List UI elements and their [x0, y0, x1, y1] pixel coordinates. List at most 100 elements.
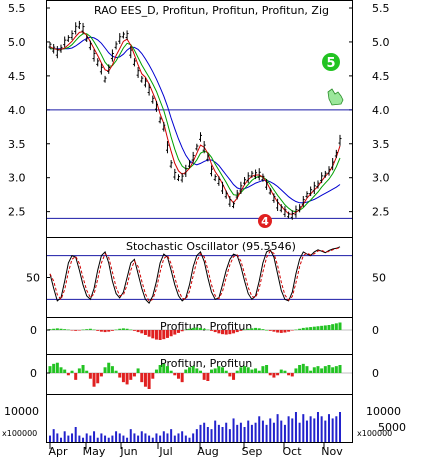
volume-bar — [254, 422, 257, 442]
profitun1-bar — [107, 330, 111, 332]
profitun1-bar — [176, 330, 180, 333]
profitun1-bar — [331, 324, 335, 330]
profitun2-bar — [70, 370, 74, 373]
profitun2-bar — [287, 373, 291, 376]
volume-bar — [144, 433, 147, 442]
profitun1-bar — [279, 330, 283, 333]
volume-bar — [82, 437, 85, 442]
volume-tick-label-right-2: 5000 — [378, 421, 406, 434]
profitun2-bar — [232, 373, 236, 380]
profitun1-bar — [265, 330, 269, 331]
volume-bar — [217, 424, 220, 442]
volume-bar — [203, 422, 206, 442]
profitun1-bar — [210, 330, 214, 331]
price-tick-label-right: 4.0 — [372, 104, 390, 117]
profitun2-bar — [228, 373, 232, 377]
profitun1-bar — [254, 327, 258, 330]
volume-bar — [309, 416, 312, 442]
profitun2-bar — [180, 373, 184, 383]
profitun1-bar — [158, 330, 162, 340]
profitun2-bar — [202, 373, 206, 380]
profitun2-title: Profitun, Profitun — [160, 357, 252, 370]
price-tick-label-right: 3.5 — [372, 138, 390, 151]
price-tick-label-right: 5.0 — [372, 36, 390, 49]
profitun2-bar — [195, 368, 199, 373]
price-tick-label-right: 5.5 — [372, 2, 390, 15]
profitun1-bar — [187, 328, 191, 330]
volume-bar — [133, 433, 136, 442]
profitun2-bar — [151, 373, 155, 379]
volume-bar — [276, 414, 279, 442]
price-tick-label-left: 5.0 — [8, 36, 26, 49]
profitun2-bar — [254, 368, 258, 373]
profitun1-bar — [290, 330, 294, 331]
profitun1-bar — [70, 330, 74, 331]
profitun1-bar — [334, 323, 338, 330]
profitun1-bar — [239, 330, 243, 331]
profitun2-bar — [77, 368, 81, 373]
profitun1-bar — [114, 329, 118, 331]
price-tick-label-left: 4.0 — [8, 104, 26, 117]
profitun1-bar — [151, 330, 155, 339]
x-tick-label: Sep — [242, 445, 263, 457]
volume-bar — [214, 420, 217, 442]
profitun2-bar — [132, 373, 136, 377]
stochastic-panel — [46, 237, 353, 318]
profitun2-bar — [331, 367, 335, 373]
volume-bar — [170, 429, 173, 442]
profitun2-bar — [103, 367, 107, 373]
profitun2-bar — [184, 369, 188, 373]
profitun1-bar — [136, 330, 140, 333]
volume-bar — [118, 433, 121, 442]
profitun1-bar — [309, 327, 313, 330]
volume-bar — [93, 431, 96, 442]
volume-bar — [331, 418, 334, 442]
profitun1-bar — [147, 330, 151, 337]
volume-bar — [239, 422, 242, 442]
profitun2-bar — [158, 365, 162, 373]
profitun1-bar — [320, 325, 324, 330]
volume-bar — [195, 429, 198, 442]
profitun1-bar — [243, 329, 247, 331]
volume-bar — [129, 429, 132, 442]
profitun2-bar — [217, 366, 221, 373]
profitun1-bar — [235, 330, 239, 333]
profitun1-bar — [301, 327, 305, 330]
profitun2-bar — [276, 373, 280, 376]
profitun1-bar — [257, 328, 261, 330]
volume-bar — [206, 427, 209, 442]
profitun2-bar — [143, 373, 147, 387]
profitun1-bar — [85, 329, 89, 330]
profitun2-bar — [250, 369, 254, 373]
volume-bar — [126, 437, 129, 442]
volume-bar — [151, 437, 154, 442]
chart-title: RAO EES_D, Profitun, Profitun, Profitun,… — [94, 4, 329, 17]
profitun1-bar — [261, 329, 265, 330]
profitun2-bar — [261, 366, 265, 373]
profitun2-bar — [221, 367, 225, 373]
profitun2-bar — [165, 366, 169, 373]
volume-bar — [236, 424, 239, 442]
profitun1-bar — [173, 330, 177, 335]
profitun1-bar — [74, 330, 78, 331]
profitun2-bar — [140, 373, 144, 383]
profitun1-bar — [103, 330, 107, 333]
profitun2-bar — [162, 363, 166, 373]
x-tick-label: Apr — [48, 445, 68, 457]
volume-bar — [232, 418, 235, 442]
profitun1-bar — [338, 322, 342, 330]
volume-bar — [173, 435, 176, 442]
volume-bar — [159, 435, 162, 442]
series-line-ma-red — [49, 31, 341, 215]
profitun2-bar — [283, 370, 287, 373]
profitun2-bar — [66, 373, 70, 376]
profitun1-bar — [221, 330, 225, 335]
volume-bar — [283, 424, 286, 442]
volume-bar — [188, 437, 191, 442]
profitun2-bar — [290, 373, 294, 377]
volume-bar — [298, 422, 301, 442]
profitun1-bar — [298, 328, 302, 330]
stochastic-title: Stochastic Oscillator (95.5546) — [126, 240, 296, 253]
profitun1-bar — [195, 327, 199, 330]
